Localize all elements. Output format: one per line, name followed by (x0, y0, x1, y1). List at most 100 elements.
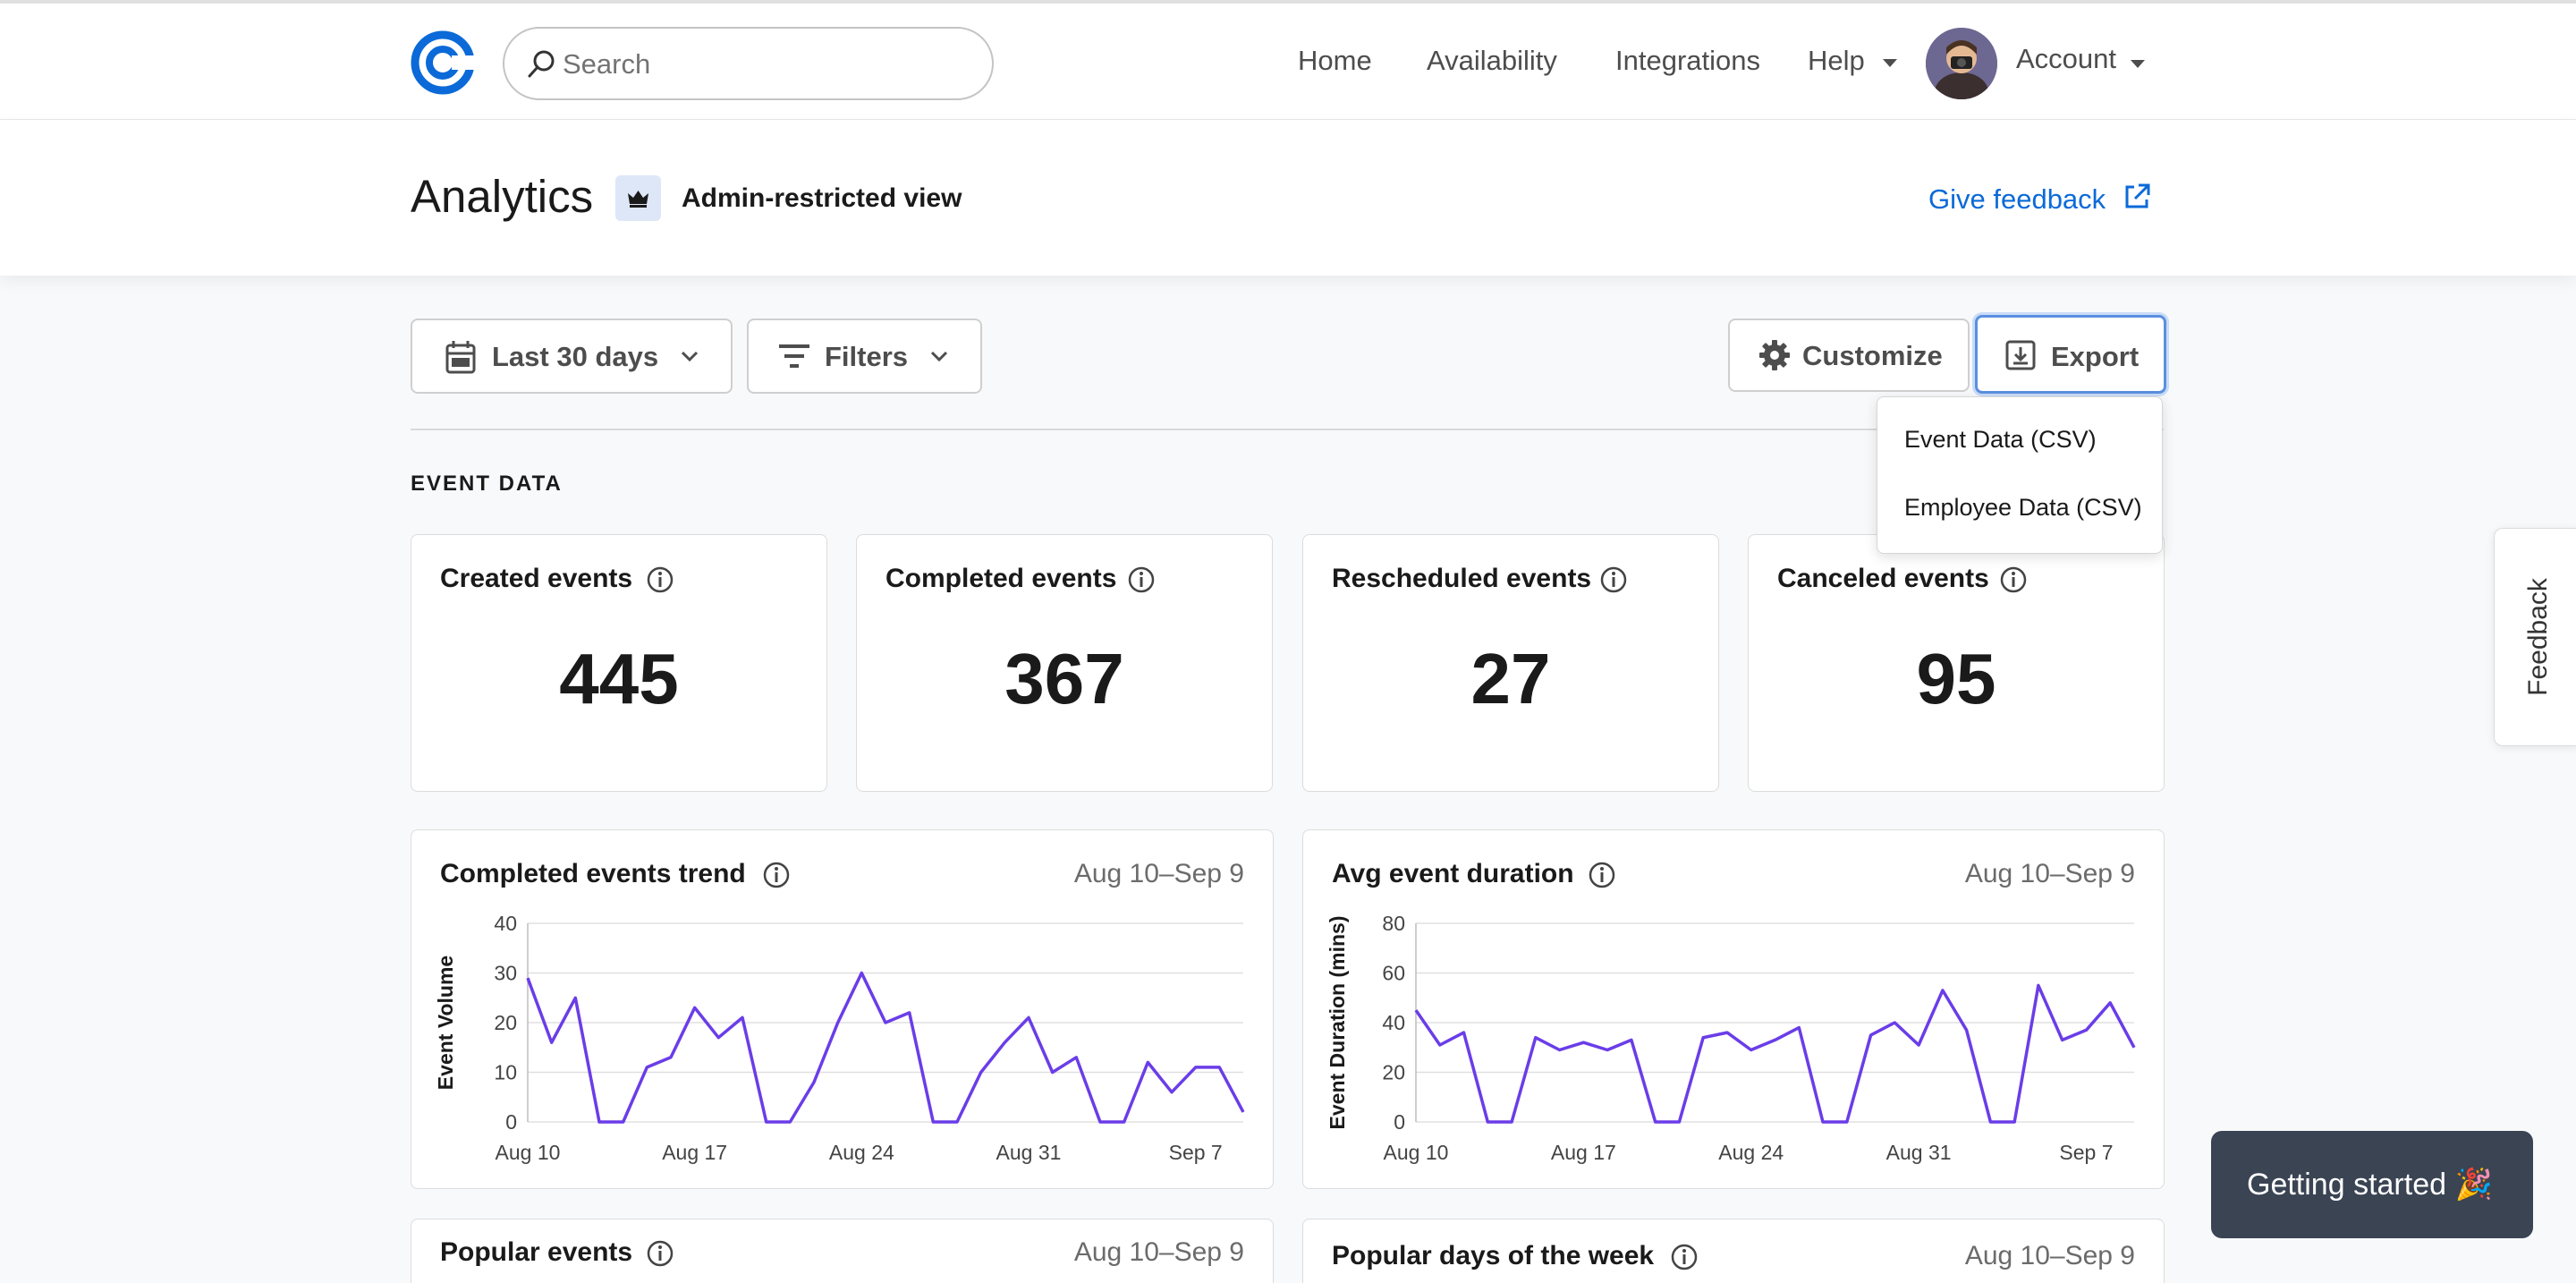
x-tick-label: Aug 17 (662, 1141, 727, 1164)
data-point (1123, 1120, 1126, 1124)
data-point (2061, 1038, 2064, 1041)
nav-link-help[interactable]: Help (1808, 45, 1865, 76)
data-point (693, 1006, 697, 1009)
data-point (788, 1120, 792, 1124)
crown-icon (628, 191, 648, 208)
data-point (597, 1120, 601, 1124)
x-tick-label: Aug 24 (829, 1141, 894, 1164)
card-popular-days: Popular days of the week Aug 10–Sep 9 (1302, 1219, 2165, 1283)
export-label: Export (2051, 341, 2140, 372)
export-employee-data-option[interactable]: Employee Data (CSV) (1904, 494, 2142, 521)
export-button[interactable]: Export (1975, 315, 2166, 394)
data-point (1170, 1091, 1174, 1094)
data-point (1774, 1038, 1777, 1041)
info-icon[interactable] (646, 1239, 674, 1268)
x-tick-label: Sep 7 (1169, 1141, 1223, 1164)
info-icon[interactable] (646, 565, 674, 594)
search-input[interactable]: Search (503, 27, 994, 100)
data-point (2012, 1120, 2016, 1124)
filters-button[interactable]: Filters (747, 319, 982, 394)
y-tick-label: 30 (494, 962, 517, 985)
data-point (836, 1021, 840, 1024)
top-navigation: Search Home Availability Integrations He… (0, 0, 2576, 120)
page-header (0, 120, 2576, 276)
page-title: Analytics (411, 171, 594, 222)
info-icon[interactable] (1127, 565, 1156, 594)
stat-card-completed: Completed events 367 (856, 534, 1273, 792)
data-point (741, 1015, 744, 1019)
data-point (1194, 1066, 1198, 1069)
data-point (1630, 1038, 1633, 1041)
search-icon (528, 50, 555, 78)
chart-title: Completed events trend (440, 859, 746, 888)
admin-restricted-label: Admin-restricted view (682, 183, 962, 213)
y-axis-label: Event Duration (mins) (1326, 916, 1349, 1130)
x-tick-label: Aug 17 (1551, 1141, 1616, 1164)
data-point (1893, 1021, 1896, 1024)
crown-badge (615, 175, 661, 221)
stat-value: 95 (1916, 639, 1996, 718)
search-placeholder: Search (563, 48, 651, 80)
info-icon[interactable] (1599, 565, 1628, 594)
data-point (550, 1041, 554, 1044)
chart-card-completed-trend: Completed events trend Aug 10–Sep 9 0 10 2… (411, 829, 1274, 1189)
data-point (1654, 1120, 1657, 1124)
data-point (1750, 1049, 1753, 1052)
nav-link-account[interactable]: Account (2016, 43, 2117, 74)
data-point (1462, 1031, 1466, 1034)
series-line (526, 971, 1245, 1124)
data-point (1241, 1110, 1245, 1114)
external-link-icon[interactable] (2121, 181, 2153, 213)
export-event-data-option[interactable]: Event Data (CSV) (1904, 426, 2097, 453)
nav-link-home[interactable]: Home (1298, 45, 1372, 76)
chart-card-avg-duration: Avg event duration Aug 10–Sep 9 0 20 40 60 8… (1302, 829, 2165, 1189)
date-range-label: Aug 10–Sep 9 (1964, 1241, 2135, 1270)
nav-link-integrations[interactable]: Integrations (1615, 45, 1760, 76)
data-point (1821, 1120, 1825, 1124)
info-icon[interactable] (1999, 565, 2028, 594)
data-point (1869, 1033, 1873, 1037)
getting-started-button[interactable]: Getting started 🎉 (2211, 1131, 2533, 1238)
customize-button[interactable]: Customize (1728, 319, 1970, 392)
account-chevron-down-icon[interactable] (2131, 60, 2145, 68)
data-point (1558, 1049, 1562, 1052)
info-icon[interactable] (762, 861, 791, 889)
data-point (573, 996, 577, 999)
help-chevron-down-icon[interactable] (1883, 59, 1897, 67)
completed-events-line-chart: 0 10 20 30 40 Aug 10 Aug 17 Aug 24 Aug 31 Sep 7 Ev… (434, 912, 1245, 1164)
info-icon[interactable] (1588, 861, 1616, 889)
avg-duration-line-chart: 0 20 40 60 80 Aug 10 Aug 17 Aug 24 Aug 31 Sep 7 Ev… (1326, 912, 2136, 1164)
data-point (1414, 1008, 1418, 1012)
data-point (716, 1036, 720, 1040)
avatar[interactable] (1926, 28, 1997, 99)
getting-started-label: Getting started 🎉 (2247, 1168, 2493, 1202)
data-point (1051, 1071, 1055, 1075)
data-point (1845, 1120, 1849, 1124)
data-point (645, 1066, 648, 1069)
x-tick-label: Sep 7 (2059, 1141, 2113, 1164)
series-line (1414, 983, 2136, 1124)
data-point (1098, 1120, 1102, 1124)
y-tick-label: 80 (1382, 912, 1405, 935)
data-point (2132, 1046, 2136, 1049)
data-point (1917, 1043, 1920, 1047)
x-tick-label: Aug 31 (1886, 1141, 1952, 1164)
x-tick-label: Aug 10 (496, 1141, 561, 1164)
nav-link-availability[interactable]: Availability (1427, 45, 1557, 76)
data-point (1581, 1041, 1585, 1044)
y-tick-label: 0 (505, 1110, 517, 1134)
calendly-logo-icon[interactable] (411, 30, 475, 95)
date-range-button[interactable]: Last 30 days (411, 319, 733, 394)
stat-label: Completed events (886, 564, 1117, 593)
feedback-side-tab[interactable]: Feedback (2494, 528, 2576, 746)
y-axis-label: Event Volume (434, 956, 457, 1090)
stat-label: Created events (440, 564, 633, 593)
x-tick-label: Aug 24 (1718, 1141, 1784, 1164)
date-range-label: Last 30 days (492, 341, 659, 372)
y-tick-label: 40 (494, 912, 517, 935)
give-feedback-link[interactable]: Give feedback (1928, 183, 2106, 215)
card-title: Popular events (440, 1237, 633, 1267)
info-icon[interactable] (1670, 1243, 1699, 1271)
data-point (1510, 1120, 1513, 1124)
data-point (1534, 1036, 1538, 1040)
